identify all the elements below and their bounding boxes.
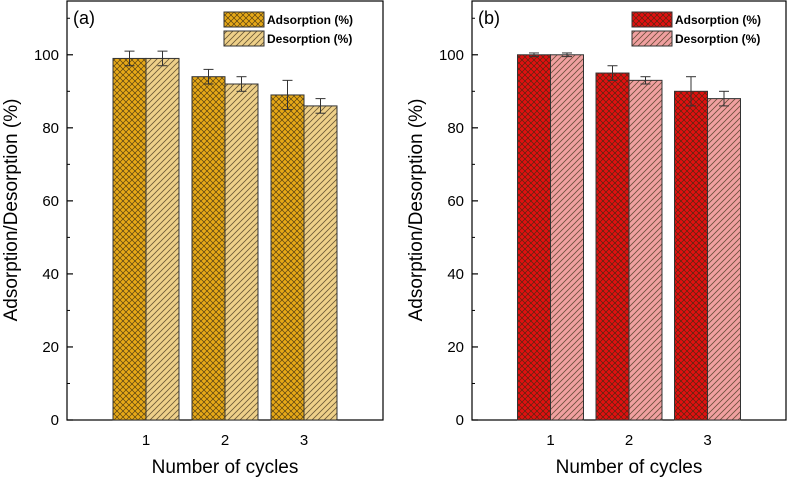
y-tick-label: 20 xyxy=(447,339,464,356)
panel-label: (a) xyxy=(73,8,95,28)
x-tick-label: 2 xyxy=(221,432,229,449)
bar-adsorption-3 xyxy=(674,90,708,421)
bar-adsorption-3 xyxy=(270,94,305,421)
x-axis-title: Number of cycles xyxy=(556,457,703,478)
y-axis-title: Adsorption/Desorption (%) xyxy=(1,99,22,322)
bar-desorption-1 xyxy=(550,54,584,421)
chart-panel-2: 0 20 40 60 80 100 1 2 3 (b) Adsorption (%) Desorpti… xyxy=(406,0,787,478)
bar-desorption-2 xyxy=(628,79,663,421)
x-axis-title: Number of cycles xyxy=(152,457,299,478)
legend-swatch-desorption xyxy=(631,30,673,47)
y-tick-label: 60 xyxy=(42,193,59,210)
x-tick-label: 1 xyxy=(142,432,150,449)
bar-desorption-3 xyxy=(707,98,741,421)
panel-label: (b) xyxy=(478,8,500,28)
chart-panel-1: 0 20 40 60 80 100 1 2 3 (a) Adsorption (%) Desorpti… xyxy=(1,0,384,478)
y-tick-label: 40 xyxy=(42,266,59,283)
x-tick-label: 1 xyxy=(546,432,554,449)
y-tick-label: 0 xyxy=(51,412,59,429)
legend-label-adsorption: Adsorption (%) xyxy=(675,13,761,27)
legend-label-desorption: Desorption (%) xyxy=(675,32,760,46)
y-tick-label: 40 xyxy=(447,266,464,283)
legend-swatch-adsorption xyxy=(631,11,673,28)
bar-adsorption-2 xyxy=(191,76,226,421)
legend-swatch-adsorption xyxy=(223,11,265,28)
y-tick-label: 80 xyxy=(42,120,59,137)
y-tick-label: 80 xyxy=(447,120,464,137)
y-axis-title: Adsorption/Desorption (%) xyxy=(406,99,427,322)
bar-adsorption-1 xyxy=(517,54,551,421)
y-tick-label: 100 xyxy=(439,47,464,64)
bar-desorption-1 xyxy=(145,57,180,421)
y-tick-label: 100 xyxy=(34,47,59,64)
x-tick-label: 2 xyxy=(625,432,633,449)
bar-desorption-2 xyxy=(224,83,259,421)
x-tick-label: 3 xyxy=(703,432,711,449)
y-tick-label: 60 xyxy=(447,193,464,210)
y-tick-label: 20 xyxy=(42,339,59,356)
legend-label-desorption: Desorption (%) xyxy=(267,32,352,46)
x-tick-label: 3 xyxy=(300,432,308,449)
bar-adsorption-1 xyxy=(112,57,147,421)
y-tick-label: 0 xyxy=(456,412,464,429)
legend-swatch-desorption xyxy=(223,30,265,47)
bar-desorption-3 xyxy=(303,105,338,421)
legend-label-adsorption: Adsorption (%) xyxy=(267,13,353,27)
bar-adsorption-2 xyxy=(595,72,630,421)
